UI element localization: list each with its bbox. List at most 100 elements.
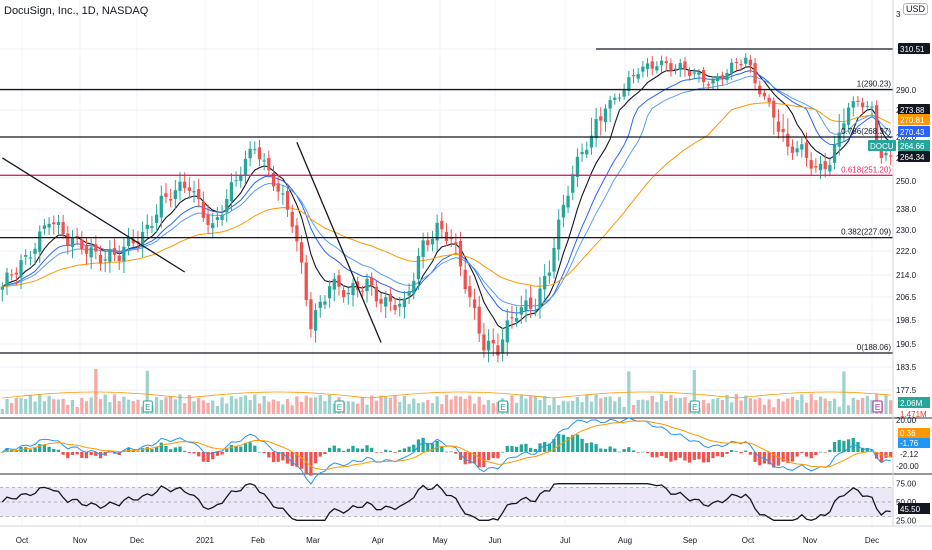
volume-bar xyxy=(42,401,47,414)
volume-bar xyxy=(543,396,547,414)
macd-histogram-bar xyxy=(5,448,9,452)
macd-histogram-bar xyxy=(66,452,70,459)
candle-body xyxy=(10,274,14,276)
time-axis-label: Jul xyxy=(560,536,570,545)
macd-histogram-bar xyxy=(514,446,519,452)
volume-bar xyxy=(112,394,117,414)
macd-histogram-bar xyxy=(75,452,79,455)
macd-histogram-bar xyxy=(313,452,318,464)
macd-histogram-bar xyxy=(365,445,369,452)
macd-histogram-bar xyxy=(94,452,98,456)
candle-body xyxy=(458,241,463,267)
candle-body xyxy=(42,225,47,229)
candle-body xyxy=(253,149,257,151)
macd-histogram-bar xyxy=(430,443,435,452)
volume-bar xyxy=(164,397,168,414)
candle-body xyxy=(744,57,748,64)
macd-histogram-bar xyxy=(435,440,439,452)
volume-bar xyxy=(678,398,682,414)
volume-bar xyxy=(243,395,248,414)
volume-bar xyxy=(482,404,486,414)
macd-histogram-bar xyxy=(183,450,187,452)
macd-histogram-bar xyxy=(187,452,191,453)
volume-bar xyxy=(730,402,734,414)
candle-body xyxy=(884,152,888,156)
candle-body xyxy=(430,239,435,245)
candle-body xyxy=(575,156,580,177)
candle-body xyxy=(814,166,818,168)
macd-histogram-bar xyxy=(444,451,449,453)
earnings-marker-label: E xyxy=(692,403,697,412)
candle-body xyxy=(206,214,210,226)
candle-body xyxy=(164,193,168,197)
macd-histogram-bar xyxy=(197,452,201,457)
macd-histogram-bar xyxy=(725,452,729,454)
candle-body xyxy=(257,147,262,160)
macd-histogram-bar xyxy=(687,452,692,463)
volume-bar xyxy=(659,394,664,414)
volume-bar xyxy=(0,409,4,414)
volume-bar xyxy=(444,394,449,414)
volume-bar xyxy=(239,397,243,414)
macd-histogram-bar xyxy=(865,448,869,452)
candle-body xyxy=(440,220,444,230)
candle-body xyxy=(327,286,332,299)
candle-body xyxy=(641,66,645,72)
macd-histogram-bar xyxy=(814,452,818,456)
macd-histogram-bar xyxy=(253,445,257,452)
volume-bar xyxy=(285,399,290,414)
macd-histogram-bar xyxy=(159,442,163,452)
macd-histogram-bar xyxy=(126,448,131,452)
volume-bar xyxy=(856,399,860,414)
macd-histogram-bar xyxy=(758,452,762,466)
macd-histogram-bar xyxy=(56,449,61,452)
macd-histogram-bar xyxy=(477,452,481,468)
price-axis-tick: 3 xyxy=(896,10,901,19)
candle-body xyxy=(276,183,280,192)
macd-histogram-bar xyxy=(734,451,739,452)
candle-body xyxy=(524,300,528,311)
candle-body xyxy=(346,292,350,295)
volume-bar xyxy=(61,398,65,414)
macd-histogram-bar xyxy=(486,452,491,461)
volume-bar xyxy=(370,395,374,414)
macd-histogram-bar xyxy=(281,452,285,461)
macd-histogram-bar xyxy=(229,444,234,452)
macd-histogram-bar xyxy=(257,451,262,453)
volume-bar xyxy=(762,404,767,414)
macd-histogram-bar xyxy=(631,450,636,452)
candle-body xyxy=(636,74,640,79)
candle-body xyxy=(706,84,710,86)
currency-button[interactable]: USD xyxy=(903,3,929,15)
price-label-text: 264.34 xyxy=(900,153,925,162)
candle-body xyxy=(342,290,346,298)
macd-histogram-bar xyxy=(379,452,383,453)
macd-histogram-bar xyxy=(613,448,617,452)
volume-bar xyxy=(491,403,495,414)
macd-histogram-bar xyxy=(496,452,500,459)
volume-bar xyxy=(360,397,364,414)
candle-body xyxy=(702,70,706,83)
candle-body xyxy=(0,286,4,290)
candle-body xyxy=(870,106,874,108)
macd-histogram-bar xyxy=(762,452,767,464)
macd-histogram-bar xyxy=(655,452,659,458)
macd-histogram-bar xyxy=(533,448,537,452)
candle-body xyxy=(659,60,664,66)
macd-histogram-bar xyxy=(342,450,346,452)
macd-histogram-bar xyxy=(33,447,37,452)
volume-bar xyxy=(24,398,28,414)
macd-histogram-bar xyxy=(571,435,575,452)
macd-histogram-bar xyxy=(38,444,42,452)
volume-bar xyxy=(234,398,238,414)
macd-histogram-bar xyxy=(211,452,215,460)
macd-histogram-bar xyxy=(818,451,823,453)
macd-histogram-bar xyxy=(669,452,673,462)
candle-body xyxy=(711,79,715,84)
macd-histogram-bar xyxy=(304,452,308,475)
macd-histogram-bar xyxy=(557,434,561,452)
candle-body xyxy=(211,223,215,229)
candle-body xyxy=(169,199,173,201)
macd-histogram-bar xyxy=(781,452,785,462)
